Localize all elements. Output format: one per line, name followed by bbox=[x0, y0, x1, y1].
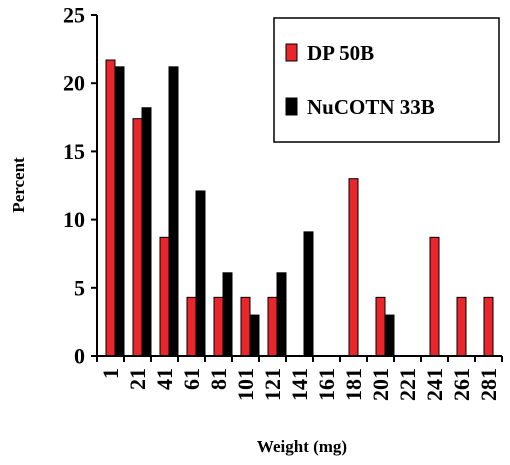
bar-nucotn33b-81 bbox=[222, 272, 233, 357]
x-tick-label: 221 bbox=[395, 368, 420, 401]
y-ticks-group: 0 5 10 15 20 25 bbox=[63, 3, 97, 369]
y-axis-title: Percent bbox=[9, 157, 28, 213]
x-tick-label: 101 bbox=[233, 368, 258, 401]
x-tick-label: 281 bbox=[476, 368, 501, 401]
bar-nucotn33b-61 bbox=[195, 190, 206, 357]
bar-dp50b-61 bbox=[186, 296, 197, 357]
bar-nucotn33b-201 bbox=[384, 314, 395, 357]
bar-nucotn33b-101 bbox=[249, 314, 260, 357]
bar-dp50b-201 bbox=[375, 296, 386, 357]
x-tick-label: 161 bbox=[314, 368, 339, 401]
x-tick-label: 1 bbox=[98, 368, 123, 379]
x-tick-label: 21 bbox=[125, 368, 150, 390]
bar-dp50b-1 bbox=[105, 59, 116, 357]
x-tick-label: 261 bbox=[449, 368, 474, 401]
bar-dp50b-81 bbox=[213, 296, 224, 357]
legend-swatch-nucotn33b bbox=[285, 97, 298, 116]
y-tick-label: 0 bbox=[74, 344, 85, 369]
bar-nucotn33b-21 bbox=[141, 107, 152, 357]
x-tick-label: 141 bbox=[287, 368, 312, 401]
bars-group bbox=[105, 59, 494, 357]
bar-nucotn33b-141 bbox=[303, 231, 314, 357]
bar-dp50b-181 bbox=[348, 178, 359, 357]
x-tick-label: 61 bbox=[179, 368, 204, 390]
legend-label-dp50b: DP 50B bbox=[307, 41, 374, 65]
y-tick-label: 10 bbox=[63, 207, 85, 232]
y-tick-label: 20 bbox=[63, 71, 85, 96]
x-tick-label: 181 bbox=[341, 368, 366, 401]
bar-nucotn33b-1 bbox=[114, 66, 125, 357]
x-axis-title: Weight (mg) bbox=[257, 437, 347, 456]
bar-dp50b-281 bbox=[483, 296, 494, 357]
bar-nucotn33b-41 bbox=[168, 66, 179, 357]
x-ticks-group: 1 21 41 61 81 101 121 141 161 181 201 221 241 261 281 bbox=[96, 356, 503, 401]
bar-dp50b-41 bbox=[159, 236, 170, 357]
y-tick-label: 25 bbox=[63, 3, 85, 28]
legend: DP 50B NuCOTN 33B bbox=[273, 17, 500, 143]
bar-dp50b-261 bbox=[456, 296, 467, 357]
bar-dp50b-101 bbox=[240, 296, 251, 357]
x-tick-label: 81 bbox=[206, 368, 231, 390]
y-tick-label: 5 bbox=[74, 275, 85, 300]
bar-dp50b-21 bbox=[132, 118, 143, 357]
legend-frame bbox=[273, 17, 500, 143]
x-tick-label: 41 bbox=[152, 368, 177, 390]
bar-dp50b-241 bbox=[429, 236, 440, 357]
bar-dp50b-121 bbox=[267, 296, 278, 357]
y-tick-label: 15 bbox=[63, 139, 85, 164]
legend-swatch-dp50b bbox=[285, 43, 298, 62]
legend-label-nucotn33b: NuCOTN 33B bbox=[307, 95, 435, 119]
x-tick-label: 121 bbox=[260, 368, 285, 401]
x-tick-label: 201 bbox=[368, 368, 393, 401]
x-tick-label: 241 bbox=[422, 368, 447, 401]
bar-nucotn33b-121 bbox=[276, 272, 287, 357]
